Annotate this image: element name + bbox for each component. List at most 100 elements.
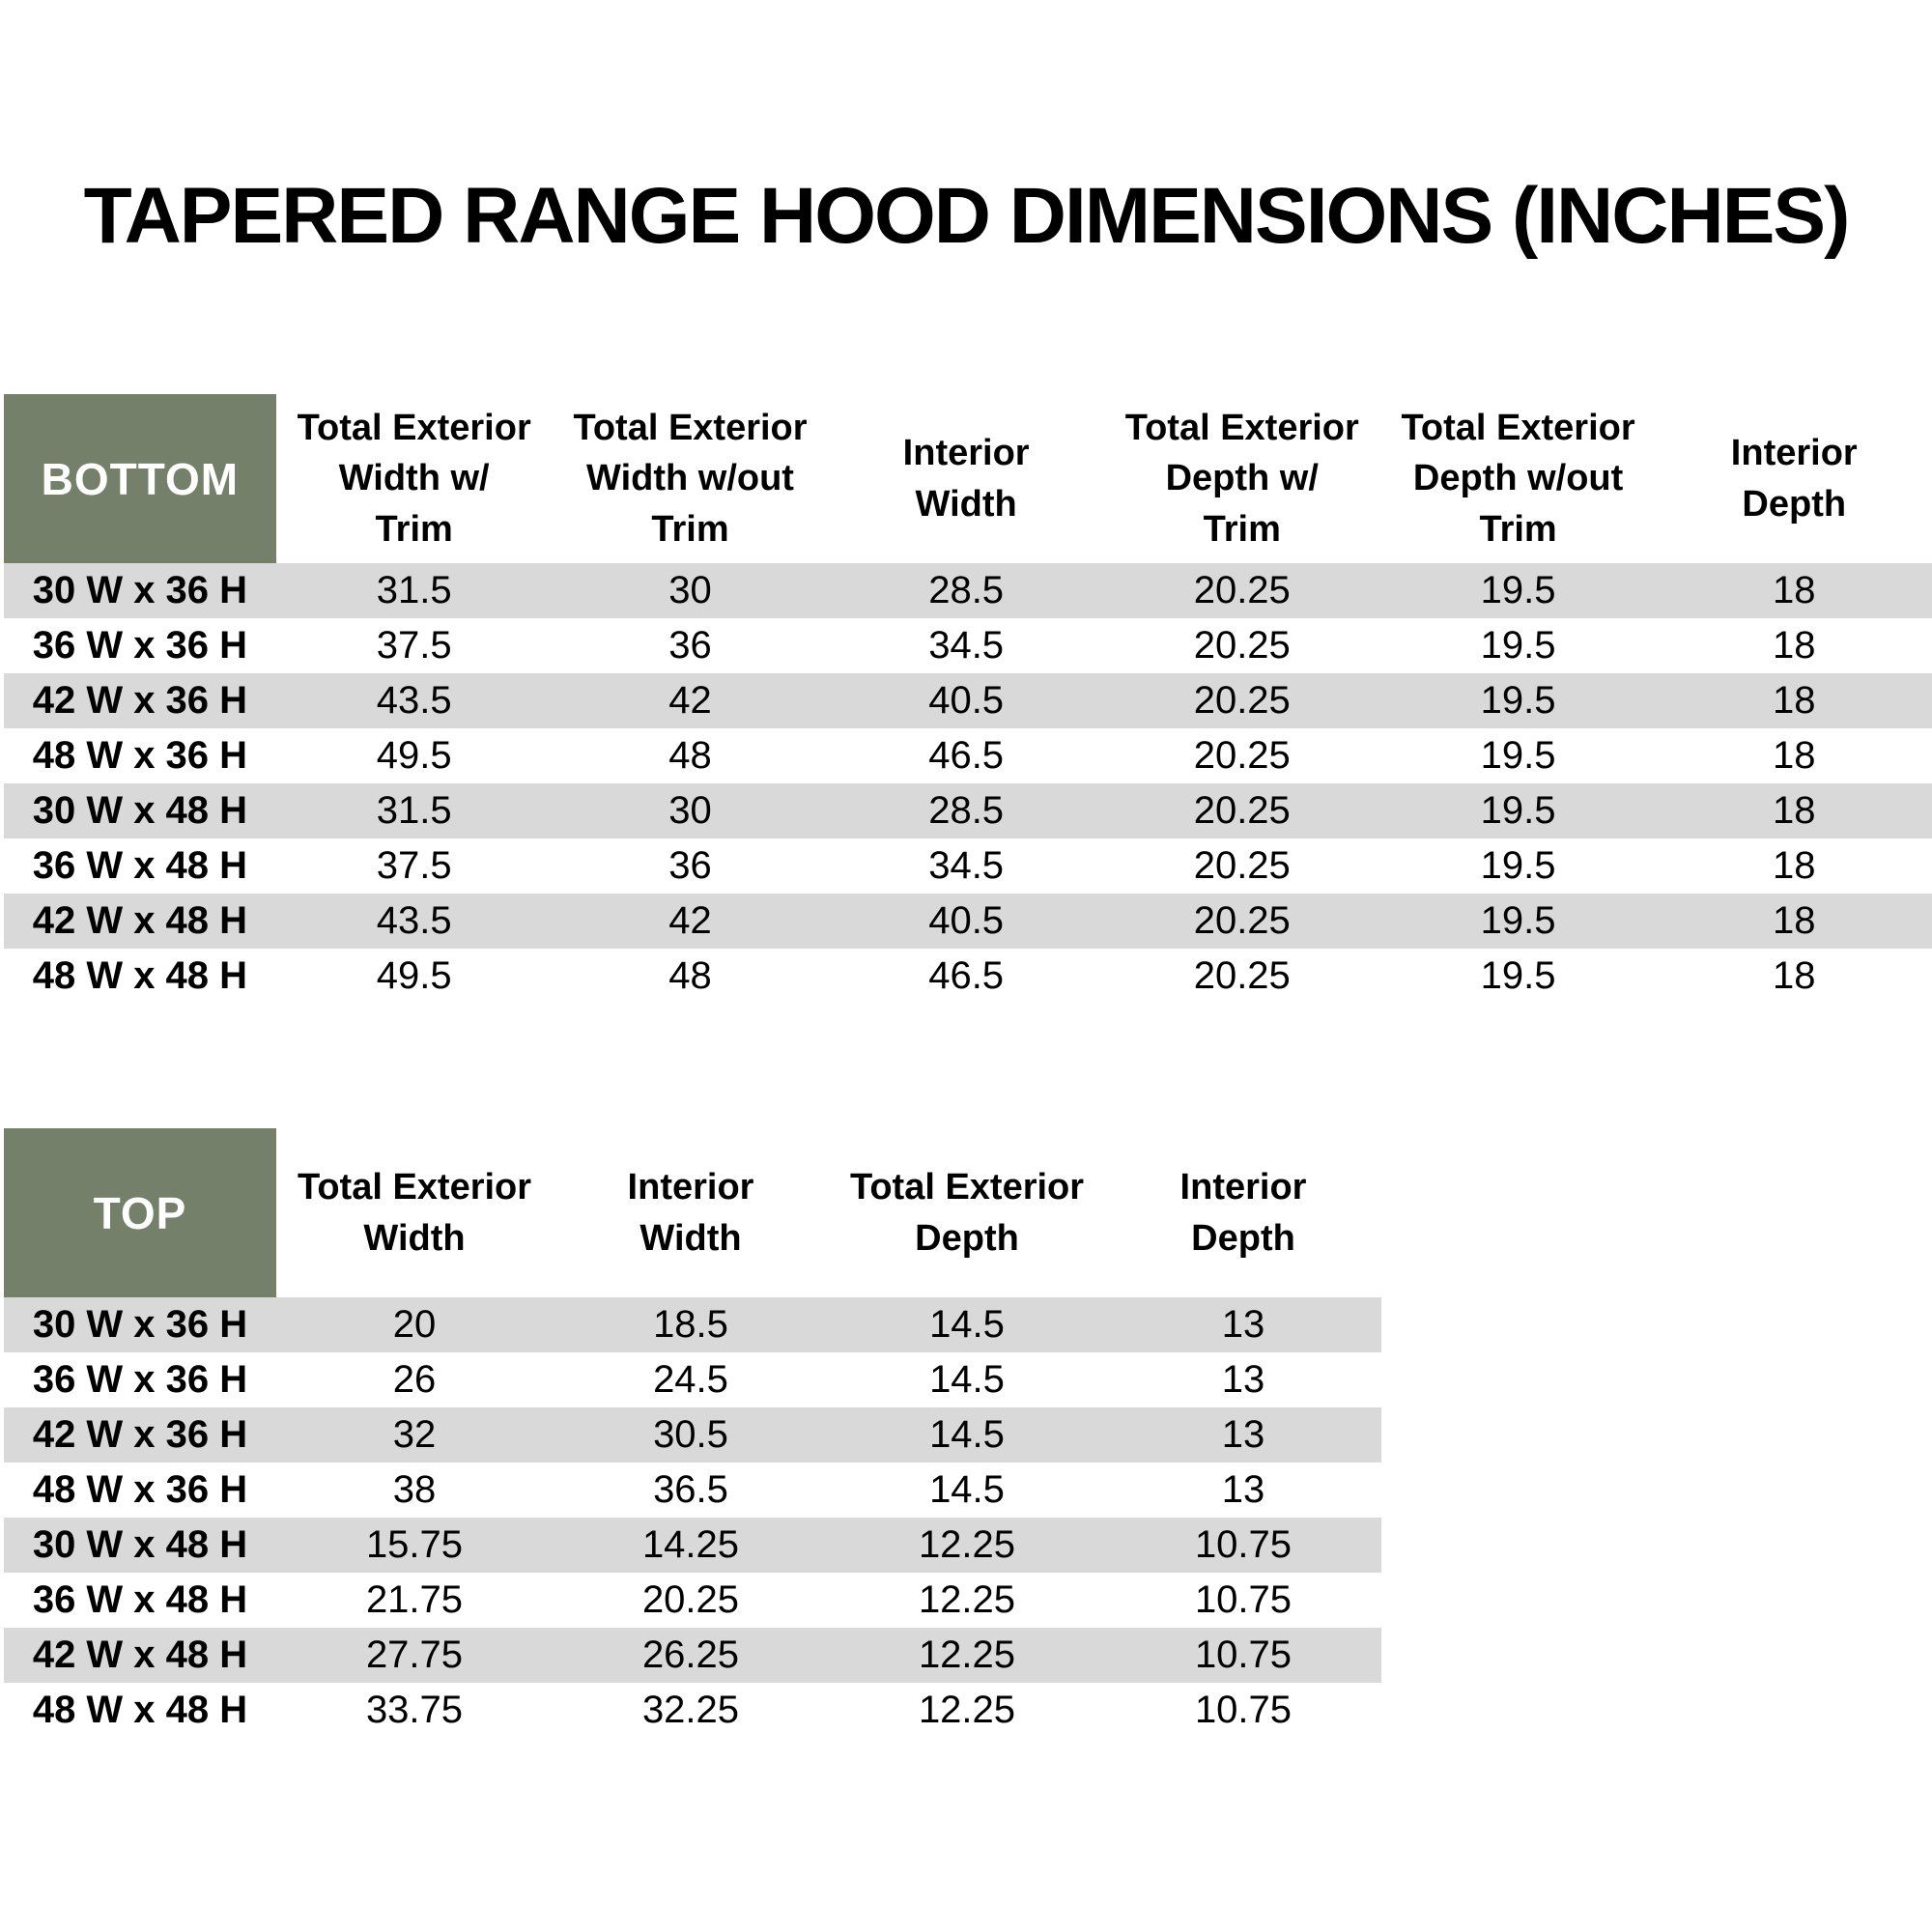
value-cell: 19.5 xyxy=(1480,679,1556,722)
value-cell: 34.5 xyxy=(928,844,1005,887)
value-cell: 14.5 xyxy=(929,1358,1005,1401)
value-cell: 31.5 xyxy=(376,569,452,611)
bottom-corner-header: BOTTOM xyxy=(4,394,276,563)
value-cell: 19.5 xyxy=(1480,899,1556,942)
value-cell: 20.25 xyxy=(1193,734,1291,777)
value-cell: 37.5 xyxy=(376,844,452,887)
column-header: Total Exterior Depth w/ Trim xyxy=(1103,394,1380,563)
value-cell: 18 xyxy=(1773,844,1816,887)
top-dimensions-table: TOP Total Exterior Width Interior Width Tot… xyxy=(4,1128,1381,1738)
value-cell: 28.5 xyxy=(928,569,1005,611)
row-label: 48 W x 36 H xyxy=(32,734,248,777)
value-cell: 40.5 xyxy=(928,899,1005,942)
value-cell: 20 xyxy=(392,1303,437,1346)
value-cell: 13 xyxy=(1221,1413,1265,1456)
table-row: 48 W x 48 H 33.75 32.25 12.25 10.75 xyxy=(4,1683,1381,1738)
table-row: 30 W x 48 H 31.5 30 28.5 20.25 19.5 18 xyxy=(4,783,1932,838)
value-cell: 14.25 xyxy=(641,1523,740,1566)
table-row: 42 W x 48 H 43.5 42 40.5 20.25 19.5 18 xyxy=(4,894,1932,949)
value-cell: 26.25 xyxy=(641,1634,740,1676)
value-cell: 37.5 xyxy=(376,624,452,667)
table-row: 42 W x 36 H 32 30.5 14.5 13 xyxy=(4,1407,1381,1463)
value-cell: 10.75 xyxy=(1194,1523,1293,1566)
value-cell: 48 xyxy=(668,734,712,777)
value-cell: 46.5 xyxy=(928,954,1005,997)
value-cell: 30 xyxy=(668,569,712,611)
table-row: 30 W x 48 H 15.75 14.25 12.25 10.75 xyxy=(4,1518,1381,1573)
value-cell: 42 xyxy=(668,679,712,722)
row-label: 36 W x 36 H xyxy=(32,624,248,667)
table-row: 36 W x 36 H 37.5 36 34.5 20.25 19.5 18 xyxy=(4,618,1932,673)
value-cell: 20.25 xyxy=(1193,679,1291,722)
column-header: Total Exterior Depth w/out Trim xyxy=(1379,394,1657,563)
value-cell: 19.5 xyxy=(1480,789,1556,832)
value-cell: 19.5 xyxy=(1480,954,1556,997)
column-header: Interior Width xyxy=(553,1128,829,1297)
value-cell: 33.75 xyxy=(365,1689,464,1731)
value-cell: 31.5 xyxy=(376,789,452,832)
value-cell: 20.25 xyxy=(1193,844,1291,887)
row-label: 30 W x 48 H xyxy=(32,789,248,832)
value-cell: 18 xyxy=(1773,734,1816,777)
column-header: Interior Width xyxy=(828,394,1104,563)
value-cell: 38 xyxy=(392,1468,437,1511)
value-cell: 12.25 xyxy=(918,1523,1016,1566)
table-row: 48 W x 48 H 49.5 48 46.5 20.25 19.5 18 xyxy=(4,949,1932,1004)
value-cell: 13 xyxy=(1221,1303,1265,1346)
table-row: 36 W x 48 H 37.5 36 34.5 20.25 19.5 18 xyxy=(4,838,1932,894)
value-cell: 15.75 xyxy=(365,1523,464,1566)
table-row: 36 W x 48 H 21.75 20.25 12.25 10.75 xyxy=(4,1573,1381,1628)
value-cell: 19.5 xyxy=(1480,569,1556,611)
value-cell: 26 xyxy=(392,1358,437,1401)
table-row: 42 W x 48 H 27.75 26.25 12.25 10.75 xyxy=(4,1628,1381,1683)
row-label: 42 W x 48 H xyxy=(32,899,248,942)
value-cell: 13 xyxy=(1221,1358,1265,1401)
value-cell: 19.5 xyxy=(1480,844,1556,887)
column-header: Total Exterior Width w/out Trim xyxy=(552,394,829,563)
value-cell: 19.5 xyxy=(1480,734,1556,777)
value-cell: 12.25 xyxy=(918,1578,1016,1621)
row-label: 48 W x 36 H xyxy=(32,1468,248,1511)
value-cell: 18 xyxy=(1773,954,1816,997)
value-cell: 20.25 xyxy=(1193,954,1291,997)
value-cell: 18 xyxy=(1773,679,1816,722)
row-label: 36 W x 36 H xyxy=(32,1358,248,1401)
value-cell: 24.5 xyxy=(653,1358,728,1401)
value-cell: 18.5 xyxy=(653,1303,728,1346)
value-cell: 46.5 xyxy=(928,734,1005,777)
row-label: 42 W x 36 H xyxy=(32,1413,248,1456)
value-cell: 12.25 xyxy=(918,1634,1016,1676)
value-cell: 42 xyxy=(668,899,712,942)
column-header: Interior Depth xyxy=(1656,394,1932,563)
value-cell: 34.5 xyxy=(928,624,1005,667)
row-label: 42 W x 48 H xyxy=(32,1634,248,1676)
value-cell: 27.75 xyxy=(365,1634,464,1676)
table-row: 30 W x 36 H 20 18.5 14.5 13 xyxy=(4,1297,1381,1352)
value-cell: 10.75 xyxy=(1194,1578,1293,1621)
value-cell: 20.25 xyxy=(641,1578,740,1621)
column-header: Total Exterior Width xyxy=(276,1128,553,1297)
column-header: Total Exterior Width w/ Trim xyxy=(275,394,553,563)
header-row: BOTTOM Total Exterior Width w/ Trim Total … xyxy=(4,394,1932,563)
row-label: 30 W x 36 H xyxy=(32,569,248,611)
value-cell: 49.5 xyxy=(376,954,452,997)
value-cell: 21.75 xyxy=(365,1578,464,1621)
value-cell: 43.5 xyxy=(376,899,452,942)
bottom-dimensions-table: BOTTOM Total Exterior Width w/ Trim Total … xyxy=(4,394,1932,1004)
value-cell: 40.5 xyxy=(928,679,1005,722)
value-cell: 48 xyxy=(668,954,712,997)
value-cell: 18 xyxy=(1773,624,1816,667)
value-cell: 30.5 xyxy=(653,1413,728,1456)
table-row: 48 W x 36 H 38 36.5 14.5 13 xyxy=(4,1463,1381,1518)
value-cell: 10.75 xyxy=(1194,1689,1293,1731)
table-row: 48 W x 36 H 49.5 48 46.5 20.25 19.5 18 xyxy=(4,728,1932,783)
page-title: TAPERED RANGE HOOD DIMENSIONS (INCHES) xyxy=(83,171,1851,260)
value-cell: 32.25 xyxy=(641,1689,740,1731)
value-cell: 20.25 xyxy=(1193,899,1291,942)
value-cell: 36 xyxy=(668,844,712,887)
value-cell: 30 xyxy=(668,789,712,832)
value-cell: 10.75 xyxy=(1194,1634,1293,1676)
table-row: 36 W x 36 H 26 24.5 14.5 13 xyxy=(4,1352,1381,1407)
value-cell: 32 xyxy=(392,1413,437,1456)
value-cell: 43.5 xyxy=(376,679,452,722)
